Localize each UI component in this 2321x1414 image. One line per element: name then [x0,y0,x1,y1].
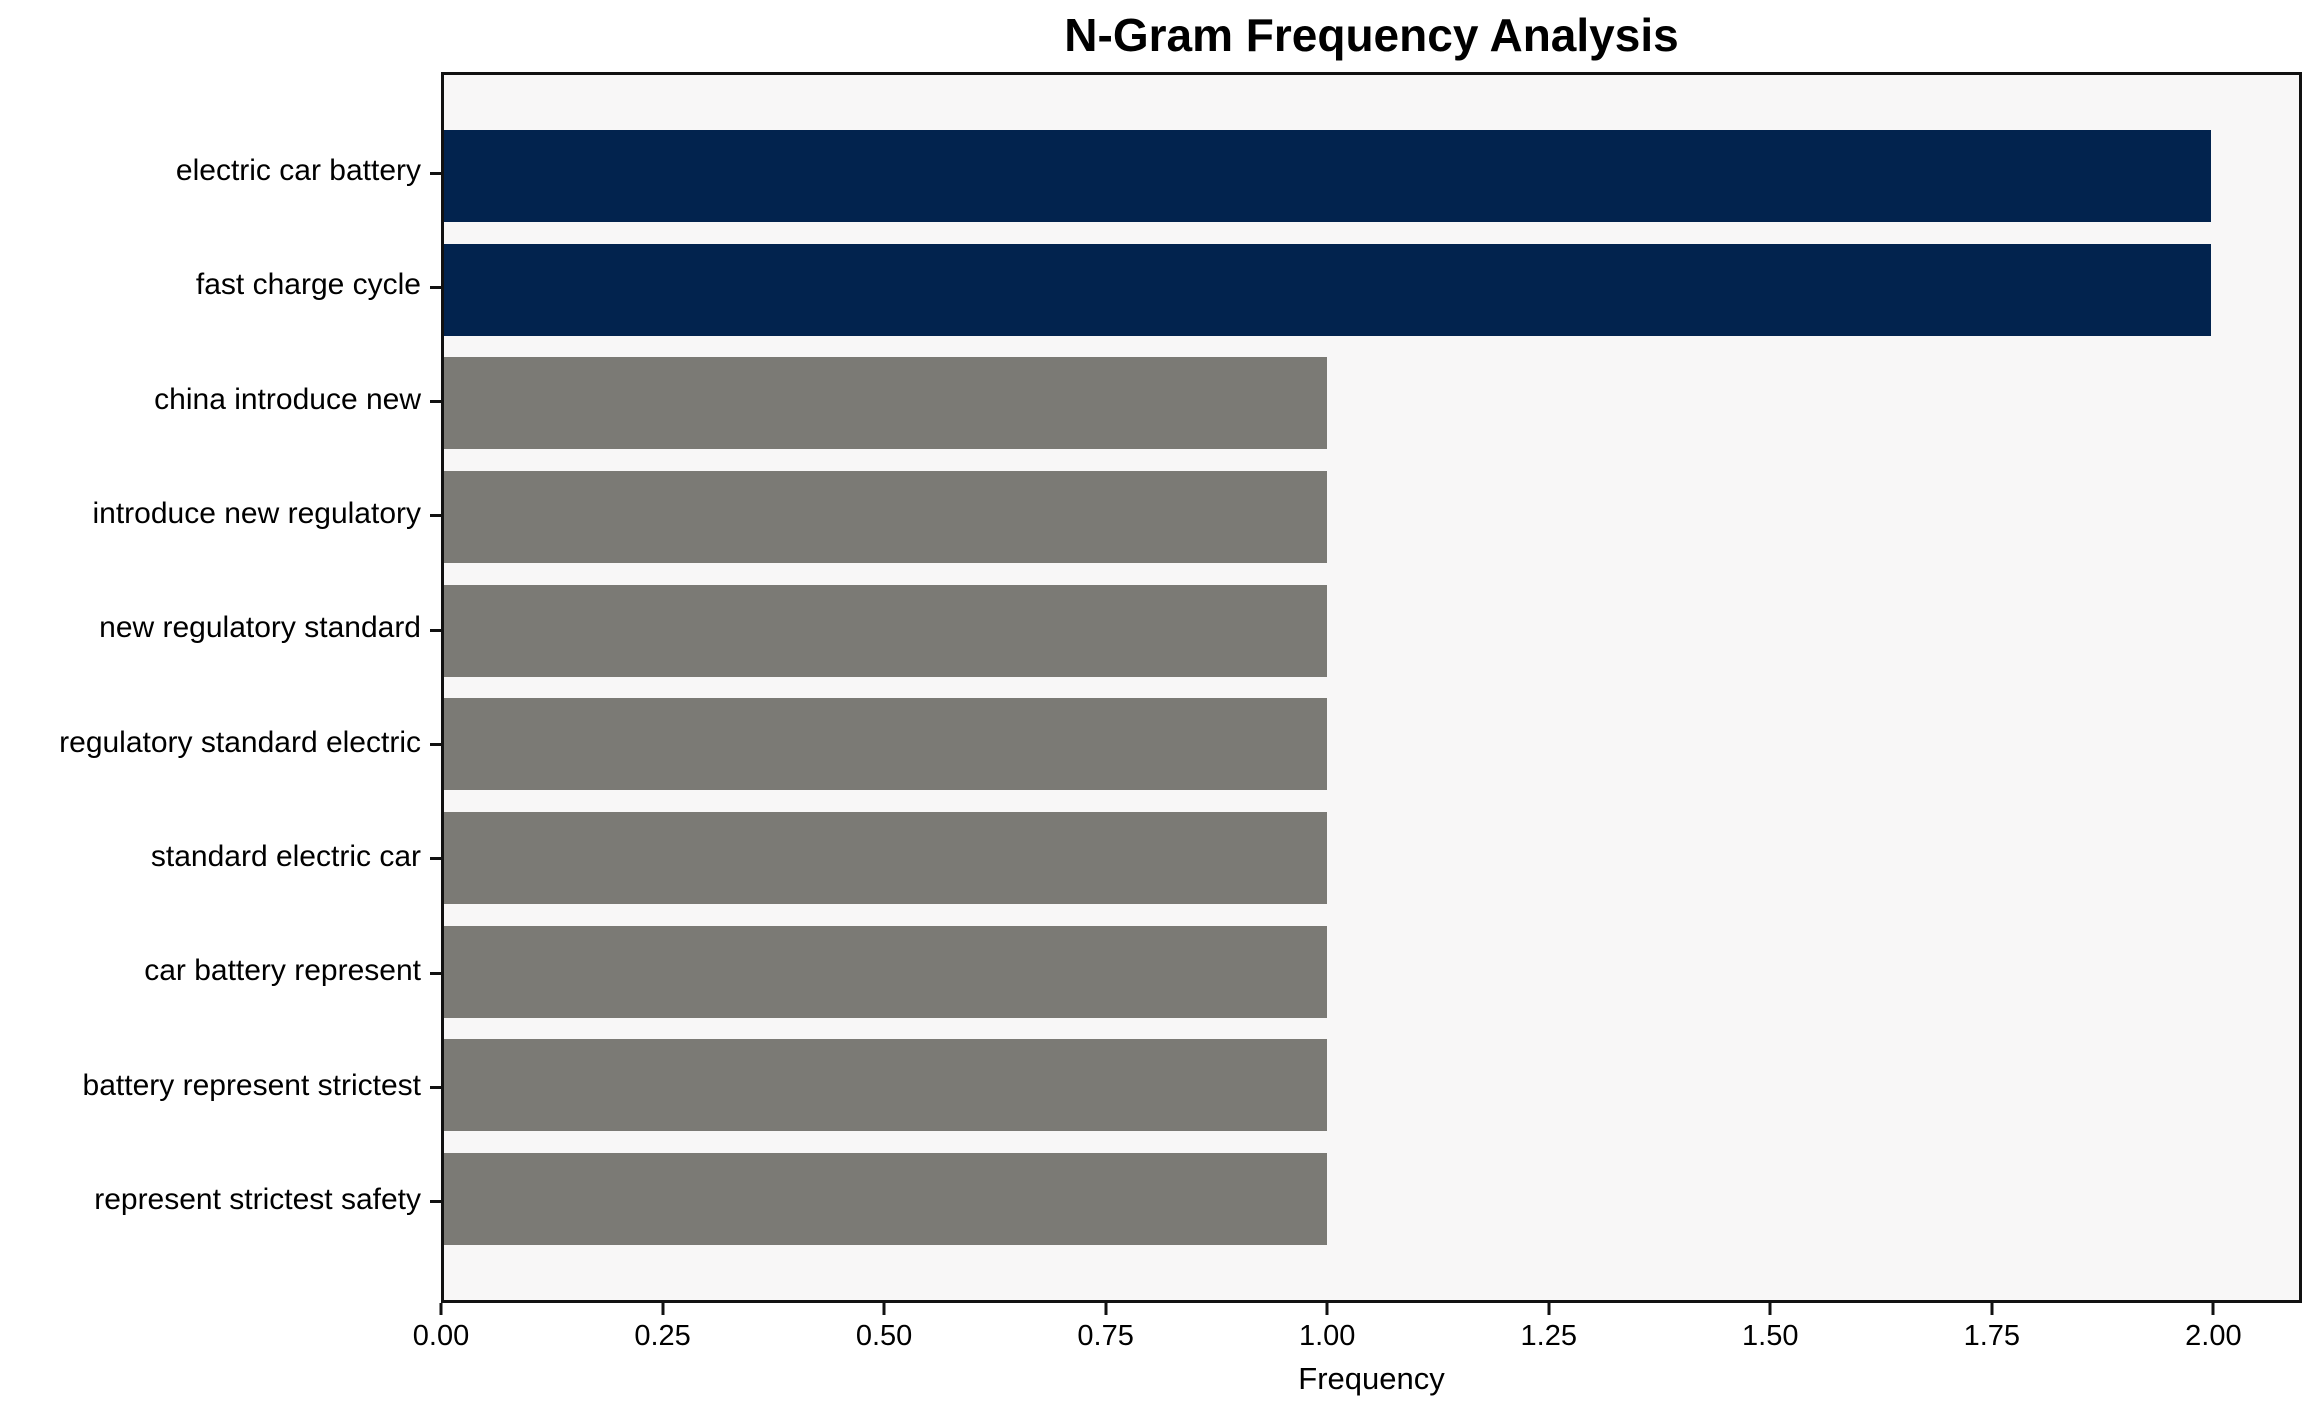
y-axis-row: electric car battery [0,127,441,219]
bar-row [444,698,2299,791]
y-axis-row: car battery represent [0,927,441,1019]
y-tick-label: introduce new regulatory [92,496,421,530]
bar-row [444,243,2299,336]
x-axis-label: Frequency [1298,1361,1445,1396]
y-tick-label: car battery represent [144,954,421,988]
bar [444,243,2211,336]
x-tick-label: 1.25 [1520,1320,1577,1352]
x-tick-label: 1.50 [1742,1320,1799,1352]
y-axis-row: introduce new regulatory [0,470,441,562]
x-tick-mark [661,1303,665,1315]
y-tick-mark [430,971,441,975]
y-tick-mark [430,514,441,518]
bar [444,130,2211,222]
y-axis-row: china introduce new [0,356,441,448]
bar [444,1152,1328,1245]
bar [444,1039,1328,1132]
x-tick-mark [2211,1303,2215,1315]
y-tick-mark [430,743,441,747]
y-tick-mark [430,285,441,289]
y-tick-mark [430,1200,441,1204]
bar-row [444,1152,2299,1245]
y-tick-mark [430,171,441,175]
y-tick-label: fast charge cycle [195,268,421,302]
bar-row [444,470,2299,563]
y-axis-row: represent strictest safety [0,1156,441,1248]
bar [444,811,1328,904]
x-tick-label: 0.00 [412,1320,470,1352]
y-tick-label: china introduce new [154,382,421,416]
x-tick-label: 0.25 [634,1320,691,1352]
y-axis-row: regulatory standard electric [0,699,441,791]
plot-area [441,72,2302,1303]
y-tick-mark [430,400,441,404]
x-tick-label: 2.00 [2185,1320,2242,1352]
y-tick-label: standard electric car [150,839,421,873]
bar [444,584,1328,677]
bar-row [444,357,2299,450]
x-axis: Frequency 0.00 0.25 0.50 0.75 1.00 1.25 1.50 1.… [413,1303,2302,1413]
x-tick-label: 1.75 [1963,1320,2021,1352]
y-axis-row: new regulatory standard [0,584,441,676]
x-tick-mark [882,1303,886,1315]
x-tick-mark [1768,1303,1772,1315]
y-tick-label: battery represent strictest [82,1068,421,1102]
x-tick-mark [1990,1303,1994,1315]
y-axis-row: battery represent strictest [0,1042,441,1134]
y-tick-label: new regulatory standard [99,611,421,645]
bar-row [444,130,2299,222]
x-tick-label: 0.75 [1077,1320,1134,1352]
y-tick-mark [430,1086,441,1090]
y-tick-label: represent strictest safety [94,1182,421,1216]
y-tick-mark [430,857,441,861]
y-tick-mark [430,628,441,632]
bar-row [444,1039,2299,1132]
y-tick-label: regulatory standard electric [59,725,421,759]
y-tick-label: electric car battery [175,154,421,187]
bar [444,470,1328,563]
bar [444,925,1328,1018]
bar [444,357,1328,450]
x-tick-mark [1104,1303,1108,1315]
bar [444,698,1328,791]
y-axis-row: fast charge cycle [0,241,441,333]
x-tick-mark [1547,1303,1551,1315]
x-tick-mark [1325,1303,1329,1315]
bar-row [444,584,2299,677]
bar-row [444,811,2299,904]
bars-area [444,75,2299,1300]
x-tick-label: 0.50 [855,1320,913,1352]
bar-row [444,925,2299,1018]
x-tick-label: 1.00 [1298,1320,1356,1352]
y-axis-row: standard electric car [0,813,441,905]
chart-title: N-Gram Frequency Analysis [1064,9,1679,61]
y-axis: electric car battery fast charge cycle chi… [0,127,441,1248]
x-tick-mark [439,1303,443,1315]
